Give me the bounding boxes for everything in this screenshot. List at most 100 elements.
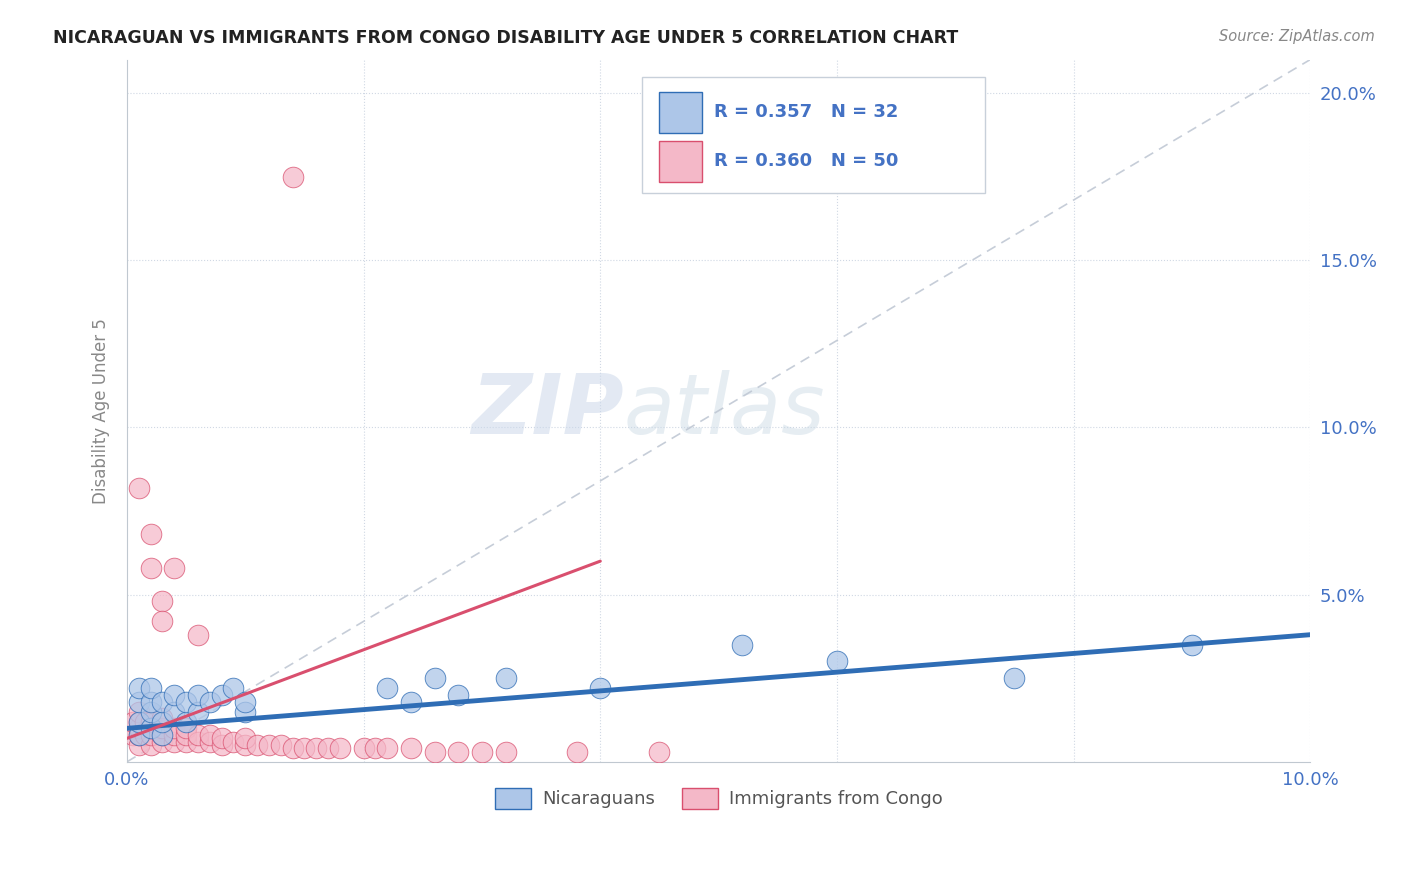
Point	[134, 728, 156, 742]
Point	[495, 671, 517, 685]
Point	[139, 527, 162, 541]
Point	[316, 741, 339, 756]
Point	[152, 735, 174, 749]
Point	[211, 731, 233, 746]
Point	[128, 728, 150, 742]
Point	[471, 745, 494, 759]
Point	[152, 695, 174, 709]
Point	[139, 722, 162, 736]
Point	[565, 745, 588, 759]
Point	[128, 738, 150, 752]
Point	[128, 714, 150, 729]
Point	[375, 681, 398, 696]
Point	[139, 705, 162, 719]
Point	[423, 745, 446, 759]
Text: ZIP: ZIP	[471, 370, 624, 451]
Point	[139, 722, 162, 736]
FancyBboxPatch shape	[659, 92, 702, 133]
Point	[233, 705, 256, 719]
Point	[128, 681, 150, 696]
Point	[281, 169, 304, 184]
Point	[163, 688, 186, 702]
Text: atlas: atlas	[624, 370, 825, 451]
Point	[731, 638, 754, 652]
Text: R = 0.357   N = 32: R = 0.357 N = 32	[714, 103, 898, 121]
Point	[152, 728, 174, 742]
Point	[152, 728, 174, 742]
Point	[152, 711, 174, 725]
Point	[589, 681, 612, 696]
Point	[423, 671, 446, 685]
Point	[825, 655, 848, 669]
Point	[187, 705, 209, 719]
Point	[128, 722, 150, 736]
Point	[163, 728, 186, 742]
Point	[211, 738, 233, 752]
FancyBboxPatch shape	[659, 141, 702, 182]
Point	[152, 722, 174, 736]
Point	[174, 695, 197, 709]
Point	[163, 722, 186, 736]
Point	[152, 615, 174, 629]
Point	[174, 722, 197, 736]
Point	[1002, 671, 1025, 685]
Point	[233, 731, 256, 746]
Point	[174, 735, 197, 749]
Point	[152, 714, 174, 729]
Point	[222, 735, 245, 749]
Point	[399, 695, 422, 709]
Text: R = 0.360   N = 50: R = 0.360 N = 50	[714, 153, 898, 170]
Text: NICARAGUAN VS IMMIGRANTS FROM CONGO DISABILITY AGE UNDER 5 CORRELATION CHART: NICARAGUAN VS IMMIGRANTS FROM CONGO DISA…	[53, 29, 959, 46]
Point	[198, 695, 221, 709]
Point	[152, 594, 174, 608]
FancyBboxPatch shape	[641, 77, 984, 193]
Point	[187, 628, 209, 642]
Point	[128, 705, 150, 719]
Point	[163, 705, 186, 719]
Point	[211, 688, 233, 702]
Point	[233, 738, 256, 752]
Point	[246, 738, 269, 752]
Point	[270, 738, 292, 752]
Point	[648, 745, 671, 759]
Y-axis label: Disability Age Under 5: Disability Age Under 5	[93, 318, 110, 504]
Point	[187, 688, 209, 702]
Point	[122, 714, 145, 729]
Text: Source: ZipAtlas.com: Source: ZipAtlas.com	[1219, 29, 1375, 44]
Point	[163, 561, 186, 575]
Point	[128, 695, 150, 709]
Point	[174, 714, 197, 729]
Point	[139, 738, 162, 752]
Point	[139, 695, 162, 709]
Point	[198, 735, 221, 749]
Point	[122, 728, 145, 742]
Point	[294, 741, 316, 756]
Point	[163, 735, 186, 749]
Point	[139, 681, 162, 696]
Point	[233, 695, 256, 709]
Point	[128, 714, 150, 729]
Point	[174, 728, 197, 742]
Point	[329, 741, 352, 756]
Point	[187, 728, 209, 742]
Point	[257, 738, 280, 752]
Point	[187, 735, 209, 749]
Point	[128, 728, 150, 742]
Point	[447, 688, 470, 702]
Point	[222, 681, 245, 696]
Point	[353, 741, 375, 756]
Legend: Nicaraguans, Immigrants from Congo: Nicaraguans, Immigrants from Congo	[488, 780, 949, 816]
Point	[305, 741, 328, 756]
Point	[198, 728, 221, 742]
Point	[495, 745, 517, 759]
Point	[364, 741, 387, 756]
Point	[281, 741, 304, 756]
Point	[375, 741, 398, 756]
Point	[139, 728, 162, 742]
Point	[1181, 638, 1204, 652]
Point	[399, 741, 422, 756]
Point	[447, 745, 470, 759]
Point	[128, 481, 150, 495]
Point	[139, 714, 162, 729]
Point	[134, 714, 156, 729]
